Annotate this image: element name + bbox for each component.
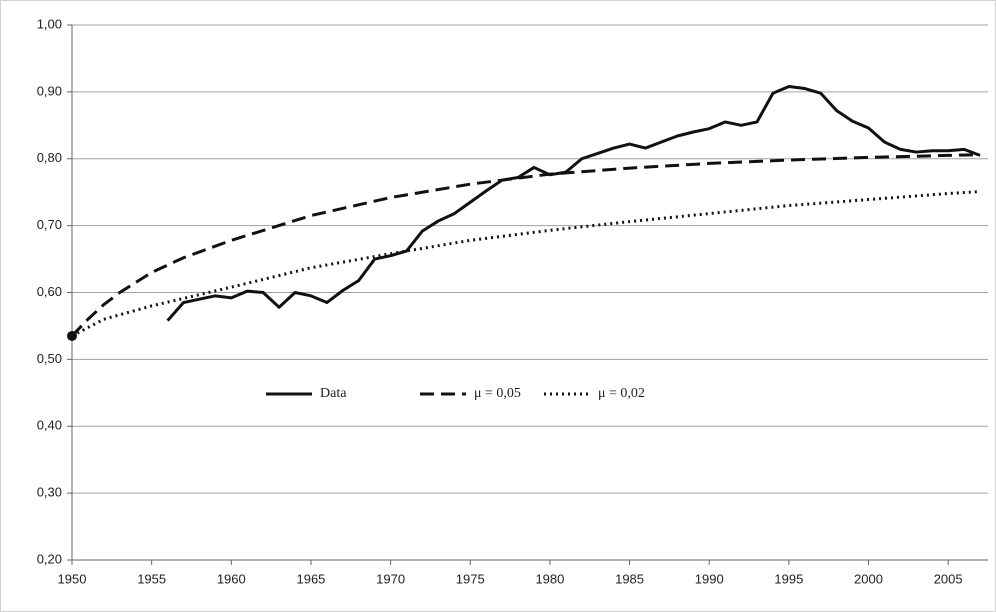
series-line	[70, 153, 981, 338]
y-tick-label: 0,90	[37, 83, 62, 98]
y-tick-label: 0,60	[37, 284, 62, 299]
x-tick-label: 1985	[615, 571, 644, 586]
x-tick-label: 1960	[217, 571, 246, 586]
x-tick-label: 1955	[137, 571, 166, 586]
y-tick-label: 1,00	[37, 16, 62, 31]
start-point	[67, 330, 77, 341]
x-tick-label: 1975	[456, 571, 485, 586]
y-tick-label: 0,40	[37, 418, 62, 433]
y-tick-label: 0,20	[37, 551, 62, 566]
x-tick-label: 1970	[376, 571, 405, 586]
x-tick-label: 2000	[854, 571, 883, 586]
legend-label: μ = 0,05	[474, 386, 521, 401]
x-tick-label: 1990	[695, 571, 724, 586]
x-tick-label: 1980	[535, 571, 564, 586]
series-line	[166, 85, 981, 322]
y-tick-label: 0,30	[37, 485, 62, 500]
x-tick-label: 1995	[774, 571, 803, 586]
y-tick-label: 0,70	[37, 217, 62, 232]
x-tick-label: 1965	[296, 571, 325, 586]
x-tick-label: 1950	[58, 571, 87, 586]
y-tick-label: 0,80	[37, 150, 62, 165]
series-line	[71, 190, 981, 338]
y-tick-label: 0,50	[37, 351, 62, 366]
x-tick-label: 2005	[934, 571, 963, 586]
legend-label: μ = 0,02	[598, 386, 645, 401]
legend-label: Data	[320, 386, 347, 401]
